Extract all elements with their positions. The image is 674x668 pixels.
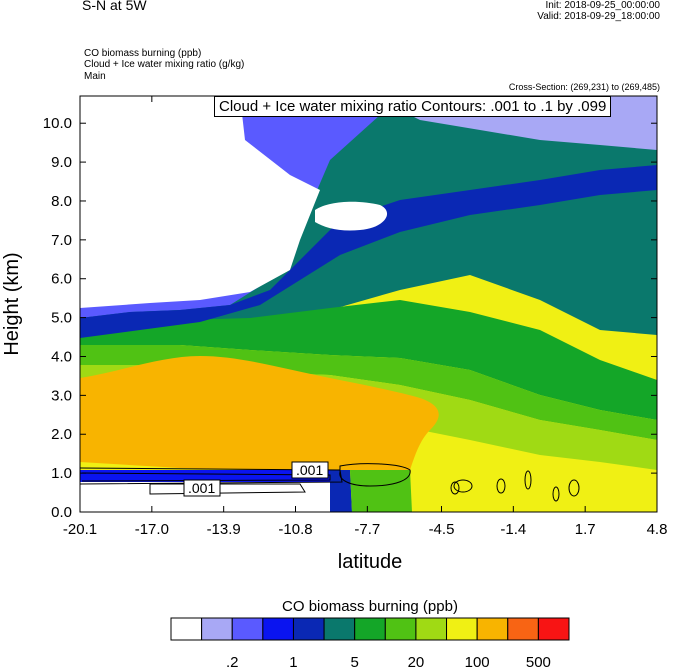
- x-tick-label: -20.1: [63, 521, 97, 538]
- co-field: [80, 96, 657, 512]
- x-tick-label: -7.7: [354, 521, 380, 538]
- colorbar-swatch: [323, 617, 356, 641]
- contour-line: [568, 479, 580, 497]
- y-tick-label: 0.0: [51, 504, 72, 521]
- field-orange: [80, 356, 439, 470]
- field-label-cloud: Cloud + Ice water mixing ratio (g/kg): [84, 59, 245, 70]
- field-label-co: CO biomass burning (ppb): [84, 48, 202, 59]
- colorbar-swatch: [507, 617, 539, 641]
- colorbar-swatch: [354, 617, 386, 641]
- y-tick-label: 6.0: [51, 271, 72, 288]
- x-tick-label: -13.9: [207, 521, 241, 538]
- page-title: S-N at 5W: [82, 0, 147, 13]
- colorbar: [170, 617, 570, 641]
- contour-info-box: Cloud + Ice water mixing ratio Contours:…: [214, 96, 612, 117]
- colorbar-labels: .2 1 5 20 100 500: [226, 654, 551, 668]
- contour-line: [524, 470, 532, 490]
- colorbar-label: 100: [465, 654, 490, 668]
- colorbar-swatch: [292, 617, 325, 641]
- colorbar-label: 1: [289, 654, 297, 668]
- contour-line: [552, 486, 560, 502]
- colorbar-swatch: [537, 617, 570, 641]
- x-axis: -20.1 -17.0 -13.9 -10.8 -7.7 -4.5 -1.4 1.7 4.8: [63, 96, 668, 538]
- x-tick-label: -4.5: [429, 521, 455, 538]
- field-deep-blue: [80, 165, 657, 338]
- contour-line: [149, 483, 306, 495]
- field-white-sky: [80, 96, 320, 308]
- y-tick-label: 5.0: [51, 310, 72, 327]
- y-tick-label: 8.0: [51, 193, 72, 210]
- colorbar-title: CO biomass burning (ppb): [282, 598, 458, 615]
- colorbar-swatch: [231, 617, 264, 641]
- colorbar-swatch: [446, 617, 478, 641]
- colorbar-swatch: [384, 617, 417, 641]
- colorbar-label: 20: [408, 654, 425, 668]
- contour-label: .001: [188, 480, 215, 496]
- contour-line: [496, 478, 506, 494]
- y-tick-label: 3.0: [51, 387, 72, 404]
- field-surface-green: [350, 470, 412, 512]
- y-tick-label: 9.0: [51, 154, 72, 171]
- colorbar-label: 5: [351, 654, 359, 668]
- y-tick-label: 1.0: [51, 465, 72, 482]
- field-surface-blue: [80, 470, 338, 482]
- field-surface-transition: [330, 470, 352, 512]
- contour-label-box: [291, 461, 329, 479]
- y-axis: 0.0 1.0 2.0 3.0 4.0 5.0 6.0 7.0 8.0 9.0 10.0: [43, 115, 657, 521]
- colorbar-swatch: [415, 617, 448, 641]
- x-tick-label: -1.4: [500, 521, 526, 538]
- x-tick-label: 1.7: [575, 521, 596, 538]
- y-tick-label: 7.0: [51, 232, 72, 249]
- contour-label-box: [183, 479, 221, 497]
- colorbar-swatch: [262, 617, 294, 641]
- y-axis-title: Height (km): [1, 252, 23, 355]
- contour-label: .001: [296, 462, 323, 478]
- y-tick-label: 4.0: [51, 348, 72, 365]
- colorbar-swatch: [170, 617, 203, 641]
- x-tick-label: -17.0: [135, 521, 169, 538]
- contour-line: [339, 463, 411, 487]
- colorbar-swatch: [201, 617, 233, 641]
- field-white-patch: [315, 201, 388, 231]
- valid-time: Valid: 2018-09-29_18:00:00: [537, 11, 660, 22]
- y-tick-label: 2.0: [51, 426, 72, 443]
- init-time: Init: 2018-09-25_00:00:00: [545, 0, 660, 11]
- x-axis-title: latitude: [338, 551, 403, 573]
- field-green: [80, 300, 657, 420]
- field-label-main: Main: [84, 71, 106, 82]
- x-tick-label: 4.8: [647, 521, 668, 538]
- y-tick-label: 10.0: [43, 115, 72, 132]
- colorbar-label: .2: [226, 654, 239, 668]
- cross-section-label: Cross-Section: (269,231) to (269,485): [508, 82, 660, 92]
- colorbar-label: 500: [526, 654, 551, 668]
- contour-line: [450, 481, 460, 495]
- x-tick-label: -10.8: [278, 521, 312, 538]
- contour-labels: .001 .001: [183, 461, 329, 497]
- contour-line: [453, 479, 473, 493]
- colorbar-swatch: [476, 617, 509, 641]
